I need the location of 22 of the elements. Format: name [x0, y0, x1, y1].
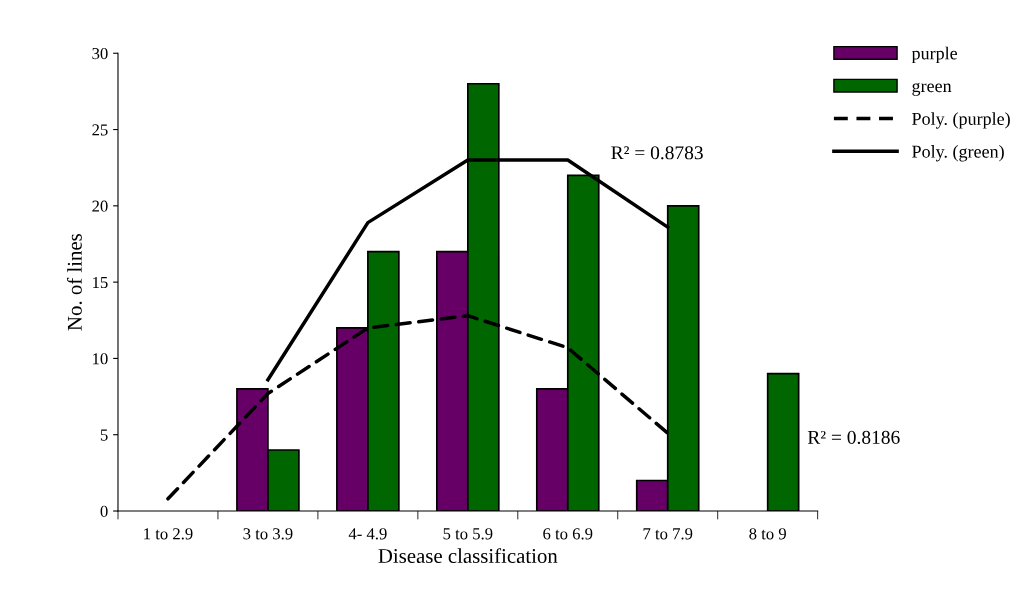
x-tick-label: 4- 4.9: [348, 528, 387, 540]
legend-label: Poly. (purple): [912, 112, 1010, 129]
x-tick-label: 1 to 2.9: [144, 528, 193, 540]
annotation: R² = 0.8783: [611, 146, 703, 160]
x-tick-label: 3 to 3.9: [243, 528, 293, 540]
annotation: R² = 0.8186: [807, 430, 900, 444]
x-axis-title: Disease classification: [378, 548, 558, 564]
legend-label: Poly. (green): [912, 145, 1004, 162]
y-tick-label: 0: [100, 505, 108, 517]
x-tick-label: 7 to 7.9: [643, 528, 693, 540]
y-tick-label: 20: [92, 200, 108, 212]
y-tick-label: 5: [100, 429, 108, 441]
legend-label: green: [912, 82, 952, 96]
legend-label: purple: [911, 46, 958, 64]
x-tick-label: 5 to 5.9: [443, 528, 493, 540]
y-tick-label: 15: [93, 276, 108, 289]
y-axis-title: No. of lines: [66, 233, 82, 331]
y-tick-label: 30: [92, 47, 108, 60]
x-tick-label: 8 to 9: [749, 528, 786, 540]
y-tick-label: 25: [92, 124, 108, 136]
y-tick-label: 10: [93, 353, 108, 365]
x-tick-label: 6 to 6.9: [543, 528, 593, 540]
